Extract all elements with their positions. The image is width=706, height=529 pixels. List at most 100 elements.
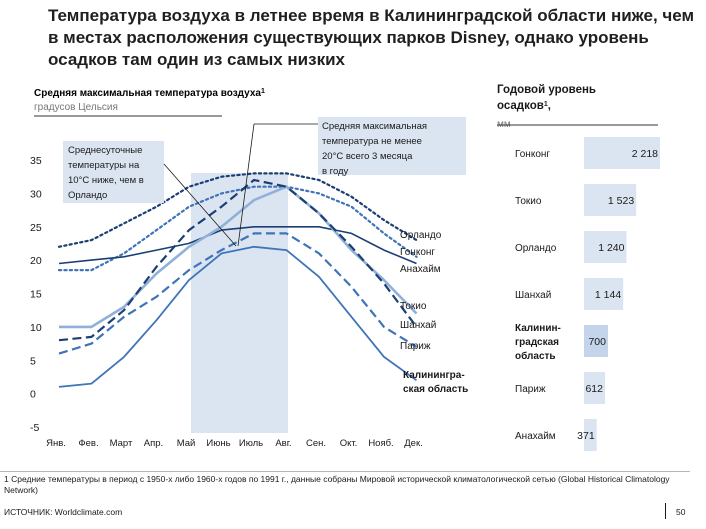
- precip-bar: [584, 184, 637, 216]
- annotation-left-box: [63, 141, 164, 203]
- x-tick-labels: Янв. Фев. Март Апр. Май Июнь Июль Авг. Сен. Окт. Н…: [46, 438, 423, 449]
- temperature-lines: [57, 172, 418, 388]
- annotation-left-line: Среднесуточные: [68, 145, 142, 156]
- precip-value-label: 1 240: [598, 242, 624, 254]
- x-tick-label: Июнь: [206, 438, 230, 449]
- series-line: [59, 185, 418, 329]
- x-tick-label: Март: [110, 438, 133, 449]
- x-tick-label: Фев.: [78, 438, 98, 449]
- footnote-rule: [0, 471, 690, 472]
- y-tick-label: 35: [30, 155, 42, 167]
- bar-chart-title-sup: 1: [544, 101, 548, 108]
- line-chart-ylabel: градусов Цельсия: [34, 102, 118, 113]
- y-tick-label: 20: [30, 255, 42, 267]
- annotation-right: Средняя максимальная температура не мене…: [322, 121, 430, 177]
- annotation-right-line: температура не менее: [322, 136, 422, 147]
- precip-category-line: градская: [515, 337, 559, 348]
- annotation-left-line: температуры на: [68, 160, 140, 171]
- label-orlando: Орландо: [400, 230, 442, 241]
- summer-highlight: [191, 173, 288, 433]
- x-tick-label: Дек.: [404, 438, 423, 449]
- precip-category-line: Шанхай: [515, 290, 551, 301]
- precip-category-label: Шанхай: [515, 290, 551, 301]
- precip-category-label: Токио: [515, 196, 542, 207]
- precip-bar: [584, 231, 627, 263]
- x-tick-label: Янв.: [46, 438, 66, 449]
- bar-chart-title-comma: ,: [548, 100, 551, 112]
- line-chart-title: Средняя максимальная температура воздуха…: [34, 88, 265, 100]
- annotation-right-box: [318, 117, 466, 175]
- label-kaliningrad-2: ская область: [403, 383, 468, 395]
- annotation-left: Среднесуточные температуры на 10°C ниже,…: [68, 145, 146, 201]
- precip-bar: [584, 278, 624, 310]
- series-line: [58, 178, 418, 342]
- precip-bar: [584, 325, 608, 357]
- footnote: 1 Средние температуры в период с 1950-х …: [4, 474, 670, 495]
- y-tick-label: 25: [30, 222, 42, 234]
- label-tokyo: Токио: [400, 301, 427, 312]
- y-tick-label: 10: [30, 322, 42, 334]
- precip-value-label: 371: [577, 430, 595, 442]
- label-shanghai: Шанхай: [400, 320, 436, 331]
- y-tick-label: 5: [30, 355, 36, 367]
- x-tick-label: Окт.: [340, 438, 358, 449]
- y-tick-labels: -5 0 5 10 15 20 25 30 35: [30, 155, 42, 434]
- series-line: [58, 232, 418, 355]
- precip-category-line: Гонконг: [515, 149, 550, 160]
- x-tick-label: Сен.: [306, 438, 326, 449]
- label-paris: Париж: [400, 341, 431, 352]
- x-tick-label: Июль: [239, 438, 263, 449]
- precip-category-label: Гонконг: [515, 149, 550, 160]
- precip-category-line: Орландо: [515, 243, 557, 254]
- precip-value-label: 700: [588, 336, 606, 348]
- label-hongkong: Гонконг: [400, 247, 435, 258]
- annotation-right-line: 20°C всего 3 месяца: [322, 151, 413, 162]
- precip-category-line: Калинин-: [515, 323, 561, 334]
- y-tick-label: 30: [30, 188, 42, 200]
- precipitation-bars: Гонконг 2 218 Токио 1 523 Орландо 1 240 Шанхай…: [515, 137, 660, 451]
- line-chart-title-sup: 1: [261, 88, 265, 95]
- precip-category-line: Анахайм: [515, 431, 556, 442]
- precip-value-label: 2 218: [632, 148, 658, 160]
- precip-category-label: Орландо: [515, 243, 557, 254]
- precip-category-label: Париж: [515, 384, 546, 395]
- annotation-right-line: в году: [322, 166, 349, 177]
- precip-bar: [584, 419, 597, 451]
- label-kaliningrad-1: Калинингра-: [403, 370, 465, 381]
- y-tick-label: 0: [30, 389, 36, 401]
- label-anaheim: Анахайм: [400, 264, 441, 275]
- bar-chart-title: Годовой уровень осадков1,: [497, 84, 599, 112]
- x-tick-label: Апр.: [144, 438, 163, 449]
- precip-value-label: 1 144: [595, 289, 621, 301]
- page-title: Температура воздуха в летнее время в Кал…: [48, 6, 695, 69]
- chart-canvas: Средняя максимальная температура воздуха…: [30, 84, 660, 451]
- series-line: [57, 185, 418, 272]
- precip-category-line: область: [515, 350, 556, 362]
- precip-bar: [584, 137, 660, 169]
- precip-bar: [584, 372, 605, 404]
- precip-category-line: Париж: [515, 384, 546, 395]
- annotation-left-pointer: [163, 163, 237, 247]
- precip-value-label: 612: [585, 383, 603, 395]
- annotation-right-pointer-1: [237, 123, 255, 247]
- series-labels: Орландо Гонконг Анахайм Токио Шанхай Пар…: [400, 230, 468, 395]
- page-number-divider: [665, 503, 666, 519]
- precip-value-label: 1 523: [608, 195, 634, 207]
- x-tick-label: Нояб.: [368, 438, 393, 449]
- y-tick-label: 15: [30, 289, 42, 301]
- precip-category-label: Калинин-градская область: [515, 323, 561, 362]
- source-note: ИСТОЧНИК: Worldclimate.com: [4, 507, 123, 517]
- series-line: [58, 245, 418, 388]
- line-chart-title-text: Средняя максимальная температура воздуха: [34, 88, 261, 99]
- precip-category-line: Токио: [515, 196, 542, 207]
- precip-category-label: Анахайм: [515, 431, 556, 442]
- annotation-left-line: Орландо: [68, 190, 107, 201]
- y-tick-label: -5: [30, 422, 39, 434]
- bar-chart-title-line1: Годовой уровень: [497, 84, 596, 96]
- x-tick-label: Авг.: [275, 438, 291, 449]
- x-tick-label: Май: [177, 438, 196, 449]
- annotation-left-line: 10°C ниже, чем в: [68, 175, 144, 186]
- bar-chart-title-line2: осадков: [497, 100, 544, 112]
- annotation-right-line: Средняя максимальная: [322, 121, 427, 132]
- page-number: 50: [676, 507, 686, 517]
